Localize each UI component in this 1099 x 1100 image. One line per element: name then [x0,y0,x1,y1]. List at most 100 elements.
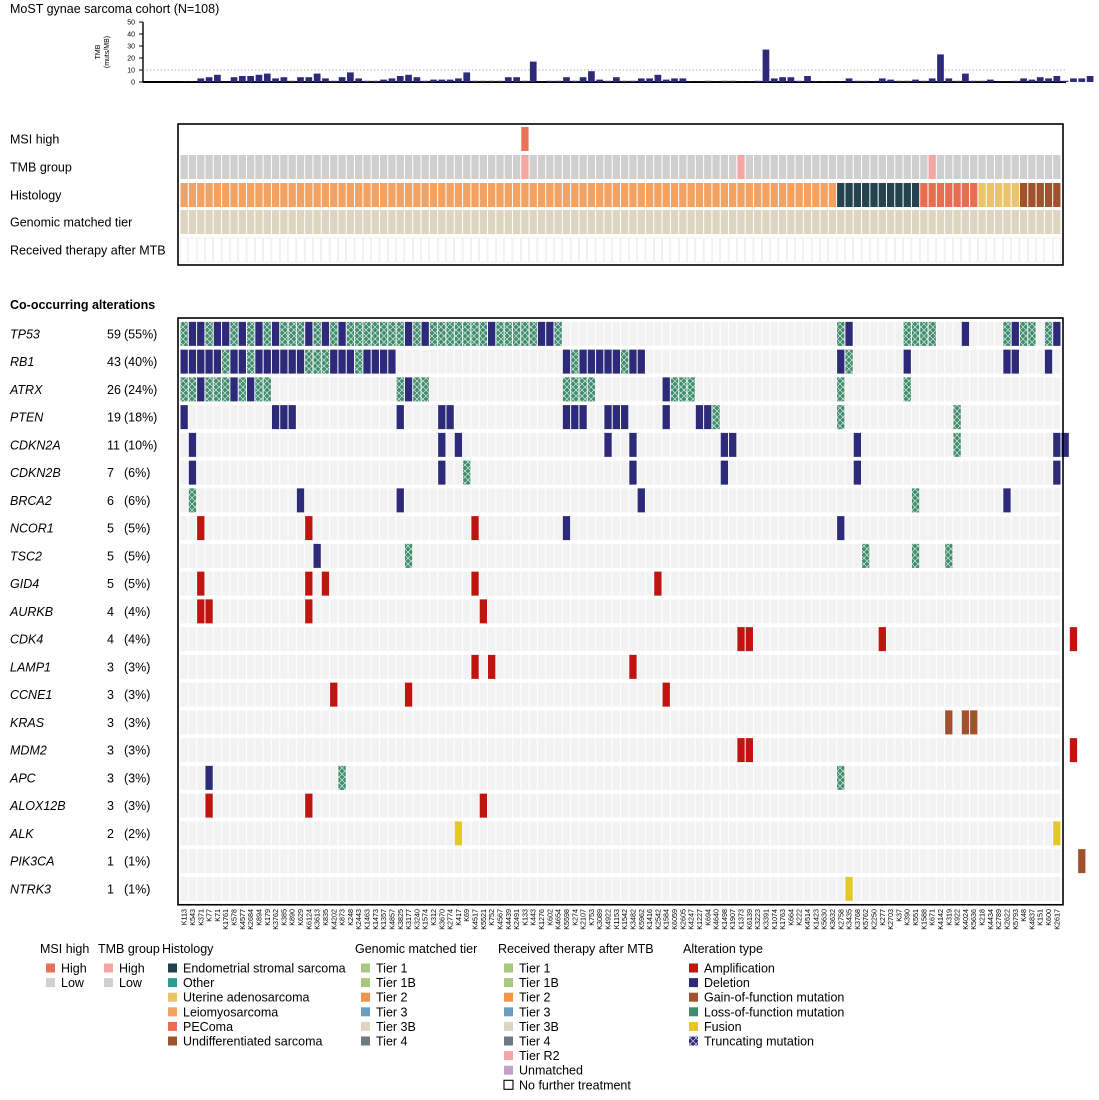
grid-cell [662,849,670,874]
grid-cell [463,432,471,457]
alteration-cell [296,349,305,374]
grid-cell [795,849,803,874]
grid-cell [720,710,729,735]
grid-cell [1044,516,1053,541]
alteration-cell [205,793,213,818]
annotation-cell [1019,155,1028,179]
grid-cell [953,488,961,513]
grid-cell [604,377,612,402]
tmb-bar [878,78,886,82]
annotation-cell [454,155,463,179]
grid-cell [778,682,787,707]
grid-cell [895,710,903,735]
grid-cell [621,460,629,485]
grid-cell [886,627,895,652]
annotation-cell [778,210,787,234]
grid-cell [280,738,288,763]
grid-cell [604,654,612,679]
grid-cell [537,876,546,901]
tmb-bar [646,78,653,82]
grid-cell [621,876,629,901]
annotation-cell [1044,155,1053,179]
annotation-cell [330,210,338,234]
gene-percent: (10%) [124,438,157,452]
grid-cell [778,488,787,513]
grid-cell [978,654,986,679]
annotation-cell [1019,183,1028,207]
grid-cell [803,738,812,763]
annotation-cell [862,183,870,207]
grid-cell [379,460,388,485]
grid-cell [546,738,554,763]
grid-cell [587,710,596,735]
grid-cell [554,349,562,374]
grid-cell [446,599,454,624]
annotation-cell [795,210,803,234]
sample-label: K3613 [313,909,322,930]
grid-cell [438,571,446,596]
alteration-cell [238,349,246,374]
grid-cell [363,571,371,596]
grid-cell [238,821,246,846]
grid-cell [737,765,745,790]
grid-cell [895,349,903,374]
tmb-bar [754,80,761,82]
grid-cell [878,460,886,485]
truncating-mark [446,321,454,346]
grid-cell [704,543,712,568]
grid-cell [812,488,820,513]
sample-label: K312 [429,909,438,926]
grid-cell [488,377,496,402]
grid-cell [238,710,246,735]
annotation-cell [745,210,753,234]
truncating-mark [562,377,571,402]
grid-cell [870,821,878,846]
legend-label: Truncating mutation [704,1035,814,1049]
annotation-cell [570,237,579,263]
grid-cell [562,876,571,901]
tmb-bar [371,80,379,82]
grid-cell [729,710,737,735]
grid-cell [504,571,512,596]
grid-cell [986,321,995,346]
grid-cell [945,349,953,374]
grid-cell [1044,377,1053,402]
grid-cell [471,377,479,402]
grid-cell [928,654,936,679]
grid-cell [695,543,704,568]
grid-cell [463,821,471,846]
grid-cell [729,849,737,874]
gene-label: MDM2 [10,744,47,758]
grid-cell [363,738,371,763]
grid-cell [629,627,637,652]
grid-cell [621,821,629,846]
tmb-bar [588,71,595,82]
grid-cell [928,516,936,541]
grid-cell [995,849,1003,874]
grid-cell [471,876,479,901]
grid-cell [1036,710,1044,735]
grid-cell [488,738,496,763]
grid-cell [812,849,820,874]
grid-cell [803,682,812,707]
grid-cell [820,821,828,846]
grid-cell [787,627,795,652]
grid-cell [629,516,637,541]
grid-cell [862,432,870,457]
grid-cell [1044,599,1053,624]
grid-cell [521,627,529,652]
grid-cell [246,682,255,707]
grid-cell [288,765,296,790]
grid-cell [1019,682,1028,707]
grid-cell [928,682,936,707]
annotation-cell [1019,237,1028,263]
grid-cell [554,377,562,402]
grid-cell [862,738,870,763]
grid-cell [438,377,446,402]
grid-cell [222,571,230,596]
gene-count: 3 [107,771,114,785]
annotation-cell [396,183,404,207]
grid-cell [488,682,496,707]
grid-cell [853,516,862,541]
grid-cell [903,460,911,485]
